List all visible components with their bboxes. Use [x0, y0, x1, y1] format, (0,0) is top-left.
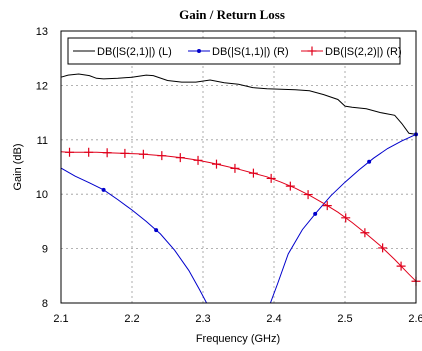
series-3-marker — [211, 159, 221, 169]
legend-box — [67, 37, 401, 65]
series-3-marker — [193, 155, 203, 165]
grid — [61, 31, 416, 303]
x-tick-label: 2.5 — [337, 313, 352, 325]
series-1 — [60, 73, 417, 135]
legend-label: DB(|S(2,1)|) (L) — [97, 46, 172, 58]
legend: DB(|S(2,1)|) (L) DB(|S(1,1)|) (R) DB(|S(2,… — [67, 37, 402, 65]
legend-item-1: DB(|S(2,1)|) (L) — [73, 46, 172, 58]
series-3-marker — [230, 163, 240, 173]
series-3-marker — [303, 190, 313, 200]
series-3-marker — [360, 228, 370, 238]
series-3-marker — [175, 153, 185, 163]
x-tick-label: 2.1 — [53, 313, 68, 325]
series-2-marker — [313, 211, 318, 216]
y-tick-label: 9 — [42, 244, 48, 256]
x-tick-label: 2.6 — [408, 313, 422, 325]
plot-frame — [60, 30, 417, 304]
y-axis-label: Gain (dB) — [12, 143, 24, 190]
series-3 — [60, 147, 421, 286]
series-3-marker — [120, 148, 130, 158]
legend-marker — [197, 49, 201, 53]
series-3-marker — [248, 168, 258, 178]
y-tick-label: 11 — [37, 135, 48, 147]
tick-labels: 2.1 2.2 2.3 2.4 2.5 2.6 8 9 10 11 12 13 — [36, 26, 422, 325]
plot-area — [61, 31, 416, 303]
legend-item-2: DB(|S(1,1)|) (R) — [188, 46, 289, 58]
series-3-line — [60, 151, 417, 282]
series-3-marker — [84, 147, 94, 157]
series-3-marker — [102, 148, 112, 158]
series-3-marker — [266, 173, 276, 183]
y-tick-label: 12 — [36, 80, 48, 92]
x-tick-label: 2.4 — [266, 313, 281, 325]
series-2-marker — [367, 159, 372, 164]
y-tick-label: 13 — [36, 26, 48, 38]
x-axis-label: Frequency (GHz) — [196, 333, 280, 345]
series-3-marker — [138, 149, 148, 159]
series-3-marker — [396, 261, 406, 271]
legend-label: DB(|S(2,2)|) (R) — [325, 46, 402, 58]
x-tick-label: 2.2 — [124, 313, 139, 325]
series-2-marker — [154, 228, 159, 233]
series-3-marker — [157, 151, 167, 161]
series-3-marker — [341, 213, 351, 223]
y-tick-label: 8 — [42, 298, 48, 310]
series-3-marker — [378, 243, 388, 253]
chart-title: Gain / Return Loss — [179, 7, 285, 22]
legend-marker — [307, 46, 317, 56]
series-1-line — [60, 73, 417, 135]
series-3-marker — [65, 147, 75, 157]
series-3-marker — [285, 181, 295, 191]
series-2-marker — [101, 187, 106, 192]
legend-label: DB(|S(1,1)|) (R) — [212, 46, 289, 58]
series-3-marker — [322, 201, 332, 211]
x-tick-label: 2.3 — [195, 313, 210, 325]
legend-item-3: DB(|S(2,2)|) (R) — [301, 46, 402, 58]
y-tick-label: 10 — [36, 189, 48, 201]
